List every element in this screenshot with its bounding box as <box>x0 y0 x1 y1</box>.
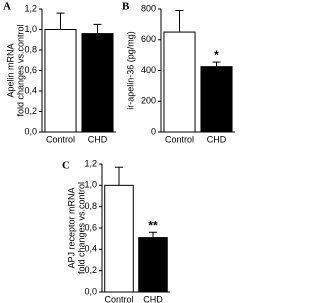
panel-label: B <box>122 1 130 13</box>
y-axis-title: fold changes vs.control <box>15 24 25 116</box>
y-tick-label: 800 <box>141 3 156 13</box>
bar <box>163 31 196 133</box>
y-tick-label: 0,8 <box>24 44 37 54</box>
x-tick-label: CHD <box>88 134 108 144</box>
y-tick-label: 0 <box>151 126 156 136</box>
y-axis-title: fold changes vs.control <box>76 182 86 274</box>
bar <box>138 237 168 293</box>
y-tick-label: 0,0 <box>24 126 37 136</box>
y-tick-label: 0,8 <box>84 201 97 211</box>
y-tick-label: 1,2 <box>24 3 37 13</box>
bar <box>44 29 77 133</box>
x-tick-label: CHD <box>143 294 163 303</box>
y-tick-label: 400 <box>141 65 156 75</box>
bar <box>200 66 233 133</box>
error-bar <box>149 231 157 238</box>
y-tick-label: 0,0 <box>84 286 97 296</box>
y-tick-label: 1,0 <box>24 24 37 34</box>
y-tick-label: 0,6 <box>84 222 97 232</box>
x-tick-label: Control <box>46 134 75 144</box>
y-tick-label: 200 <box>141 96 156 106</box>
y-axis-title: APJ receptor mRNA <box>66 187 76 268</box>
error-bar <box>56 12 65 30</box>
significance-mark: * <box>214 48 219 62</box>
error-bar <box>115 166 123 186</box>
bar <box>104 184 134 293</box>
error-bar <box>175 10 184 33</box>
y-tick-label: 1,0 <box>84 180 97 190</box>
y-axis-title: ir-apelin-36 (pg/mg) <box>125 31 135 110</box>
y-tick-label: 0,2 <box>24 106 37 116</box>
y-axis-title: Apelin mRNA <box>5 43 15 97</box>
x-tick-label: Control <box>165 134 194 144</box>
bar <box>81 33 114 133</box>
error-bar <box>93 23 102 34</box>
panel-label: A <box>3 1 11 13</box>
y-tick-label: 600 <box>141 34 156 44</box>
y-tick-label: 0,6 <box>24 65 37 75</box>
y-tick-label: 0,4 <box>84 244 97 254</box>
panel-label: C <box>62 160 70 172</box>
x-tick-label: CHD <box>207 134 227 144</box>
y-tick-label: 1,2 <box>84 158 97 168</box>
y-tick-label: 0,4 <box>24 85 37 95</box>
y-tick-label: 0,2 <box>84 265 97 275</box>
error-bar <box>212 61 221 67</box>
significance-mark: ** <box>148 218 158 232</box>
x-tick-label: Control <box>104 294 133 303</box>
